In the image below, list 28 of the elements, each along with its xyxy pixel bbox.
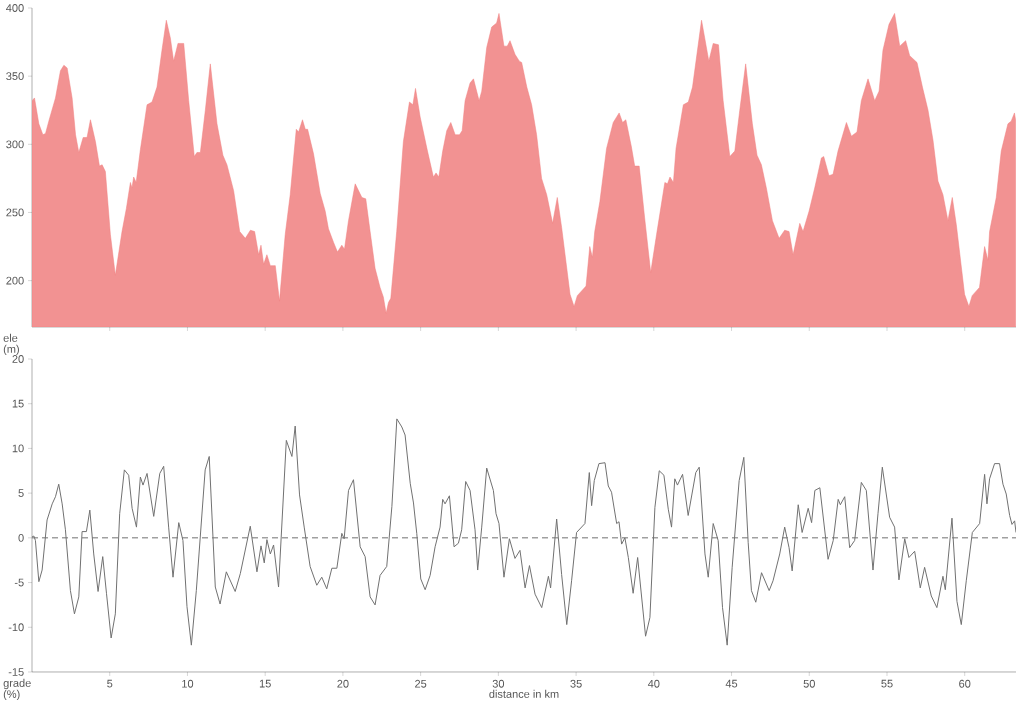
x-tick-label: 20: [337, 679, 349, 688]
x-tick-label: 10: [182, 679, 194, 688]
y-tick-label: 10: [12, 444, 24, 453]
x-tick-label: 25: [415, 679, 427, 688]
y-tick-label: 300: [6, 140, 24, 149]
x-tick-label: 40: [647, 679, 660, 688]
y-tick-label: 5: [18, 489, 24, 497]
y-tick-label: 20: [12, 355, 24, 363]
y-tick-label: 15: [12, 399, 24, 408]
y-tick-label: -15: [8, 668, 24, 676]
x-tick-label: 30: [492, 679, 505, 688]
y-tick-label: 0: [18, 533, 24, 542]
x-axis-title: distance in km: [489, 689, 559, 698]
x-tick-label: 60: [959, 679, 971, 688]
y-axis-title: ele (m): [3, 333, 19, 356]
y-tick-label: 250: [6, 208, 24, 217]
x-tick-label: 35: [570, 679, 582, 688]
y-axis-title: grade (%): [3, 678, 31, 701]
x-tick-label: 55: [881, 679, 893, 688]
y-tick-label: 200: [6, 276, 24, 285]
x-tick-label: 15: [259, 679, 271, 688]
y-tick-label: -5: [14, 578, 24, 587]
x-tick-label: 50: [803, 679, 815, 688]
y-tick-label: -10: [8, 623, 24, 632]
x-tick-label: 5: [107, 679, 113, 688]
y-tick-label: 400: [6, 4, 24, 12]
x-tick-label: 45: [725, 679, 738, 688]
y-tick-label: 350: [6, 72, 24, 81]
